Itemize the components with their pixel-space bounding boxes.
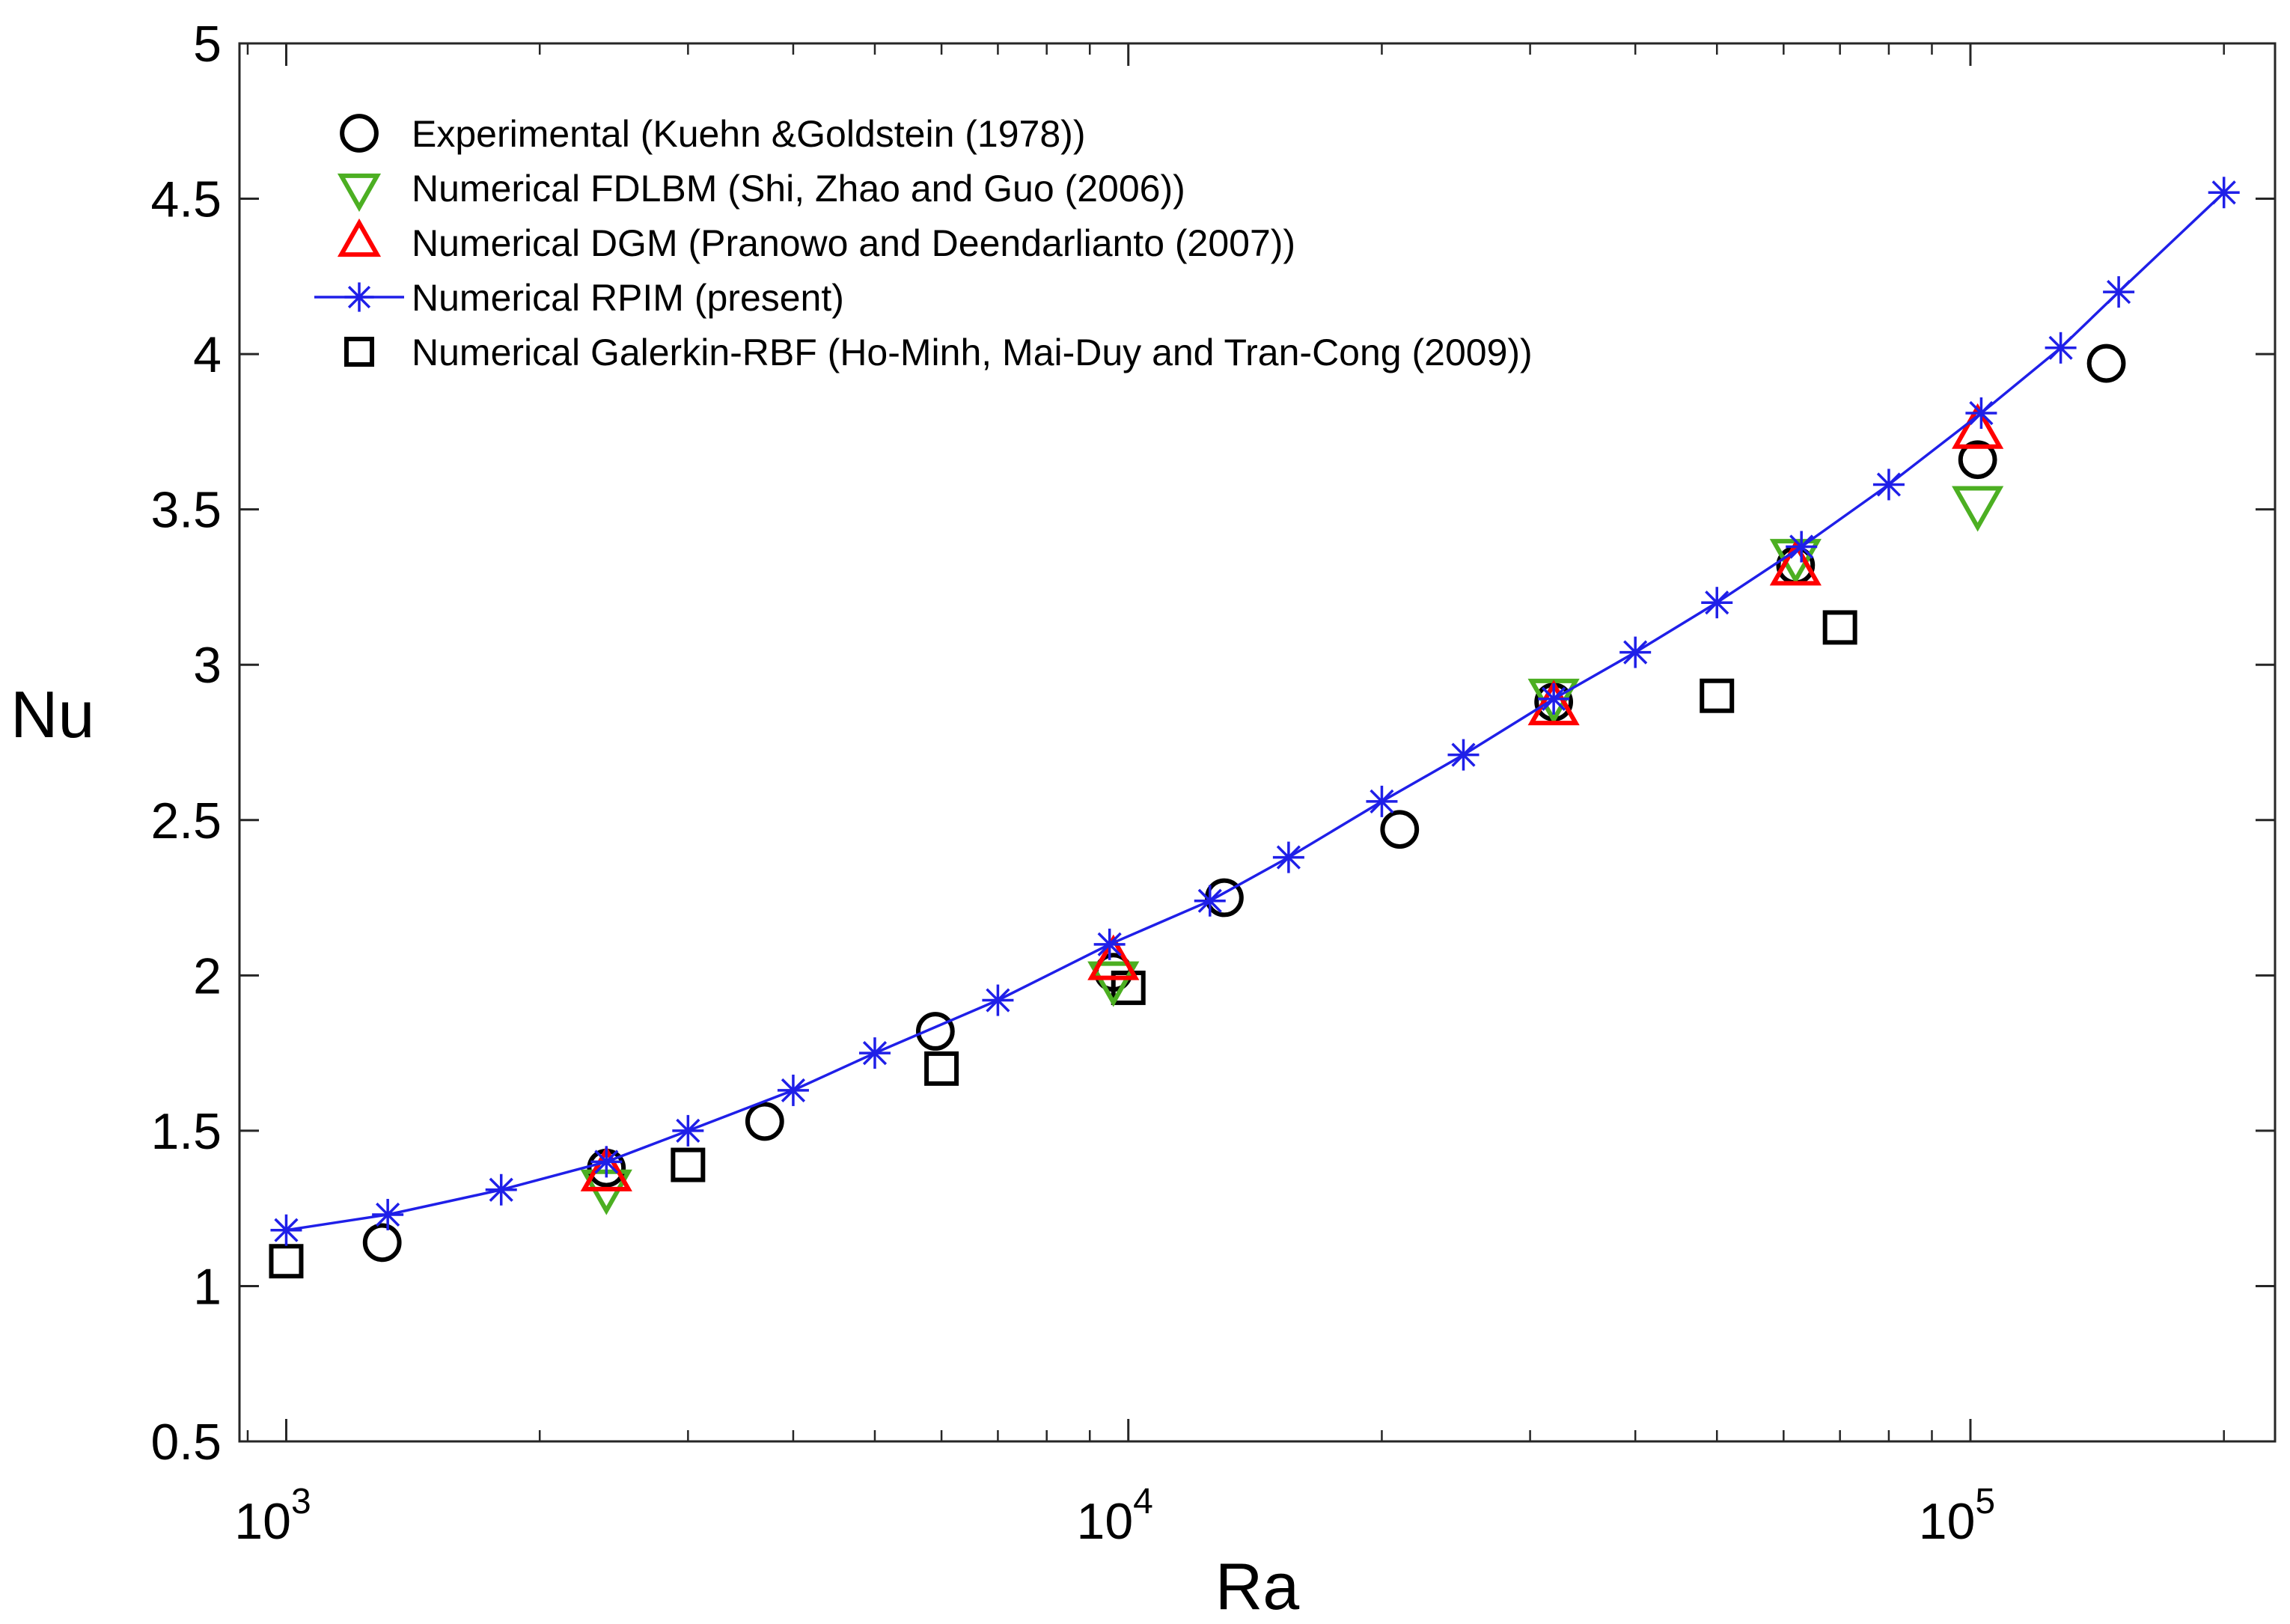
legend-marker-square — [344, 336, 375, 367]
y-tick-label: 4 — [193, 326, 222, 383]
data-point-asterisk — [2045, 332, 2077, 364]
legend-label: Numerical DGM (Pranowo and Deendarlianto… — [412, 222, 1295, 264]
legend-item: Numerical DGM (Pranowo and Deendarlianto… — [337, 218, 1295, 264]
y-tick-label: 4.5 — [150, 171, 222, 228]
data-point-circle — [745, 1102, 784, 1141]
data-point-asterisk — [1786, 531, 1818, 563]
data-point-asterisk — [1447, 739, 1480, 771]
data-point-asterisk — [2208, 177, 2240, 209]
data-point-circle — [1958, 440, 1997, 480]
data-point-asterisk — [1538, 683, 1570, 715]
y-tick-label: 2 — [193, 947, 222, 1004]
x-tick-label: 104 — [1077, 1482, 1153, 1550]
data-point-triangle-up — [1769, 540, 1822, 586]
data-point-square — [1700, 678, 1735, 713]
legend-marker-asterisk — [344, 282, 374, 312]
x-tick-label: 103 — [234, 1482, 311, 1550]
y-tick-label: 1.5 — [150, 1103, 222, 1160]
data-point-asterisk — [1366, 785, 1398, 817]
data-point-asterisk — [982, 984, 1014, 1016]
data-point-square — [269, 1244, 304, 1279]
y-tick-label: 2.5 — [150, 793, 222, 849]
x-tick-exponent: 4 — [1133, 1482, 1153, 1521]
y-tick-label: 0.5 — [150, 1414, 222, 1471]
data-point-asterisk — [1872, 468, 1905, 501]
data-point-circle — [1380, 810, 1420, 849]
x-tick-base: 10 — [1919, 1493, 1976, 1550]
data-point-triangle-down — [1952, 486, 2004, 532]
plot-frame — [238, 42, 2277, 1443]
legend-label: Numerical RPIM (present) — [412, 277, 844, 319]
legend-marker-triangle-down — [337, 173, 382, 213]
data-point-triangle-up — [1952, 403, 2004, 449]
x-tick-exponent: 3 — [291, 1482, 311, 1521]
data-point-asterisk — [1093, 928, 1126, 960]
data-point-asterisk — [270, 1214, 302, 1246]
data-point-asterisk — [777, 1074, 809, 1106]
legend-label: Numerical Galerkin-RBF (Ho-Minh, Mai-Duy… — [412, 332, 1533, 373]
data-point-asterisk — [2103, 276, 2135, 308]
data-point-square — [671, 1147, 706, 1182]
data-point-asterisk — [590, 1146, 623, 1178]
x-axis-title: Ra — [1215, 1549, 1300, 1623]
data-point-asterisk — [1619, 636, 1652, 668]
data-point-square — [1822, 610, 1857, 645]
data-point-asterisk — [1701, 587, 1733, 619]
legend-item: Numerical Galerkin-RBF (Ho-Minh, Mai-Duy… — [344, 332, 1533, 373]
data-point-asterisk — [1965, 397, 1997, 429]
data-point-triangle-up — [1087, 934, 1140, 980]
y-tick-label: 3 — [193, 637, 222, 694]
series-triangle-up — [580, 403, 2004, 1191]
data-point-triangle-up — [580, 1145, 632, 1191]
legend-label: Experimental (Kuehn &Goldstein (1978)) — [412, 113, 1085, 155]
data-point-asterisk — [485, 1173, 517, 1206]
legend-marker-circle — [340, 114, 379, 153]
x-tick-base: 10 — [234, 1493, 291, 1550]
data-point-triangle-up — [1527, 680, 1580, 726]
x-tick-label: 105 — [1919, 1482, 1995, 1550]
data-point-circle — [915, 1012, 955, 1051]
data-point-triangle-down — [1087, 961, 1140, 1007]
data-point-square — [924, 1051, 959, 1086]
x-tick-base: 10 — [1077, 1493, 1134, 1550]
legend-item: Experimental (Kuehn &Goldstein (1978)) — [340, 113, 1085, 155]
series-asterisk — [270, 177, 2240, 1246]
legend: Experimental (Kuehn &Goldstein (1978)) Nu… — [314, 113, 1533, 373]
legend-marker-triangle-up — [337, 218, 382, 257]
data-point-asterisk — [858, 1037, 891, 1069]
y-tick-label: 1 — [193, 1258, 222, 1315]
plot-area — [239, 43, 2275, 1441]
data-point-circle — [362, 1223, 402, 1263]
x-tick-exponent: 5 — [1975, 1482, 1995, 1521]
legend-label: Numerical FDLBM (Shi, Zhao and Guo (2006… — [412, 168, 1185, 210]
data-point-asterisk — [1272, 841, 1304, 873]
legend-item: Numerical FDLBM (Shi, Zhao and Guo (2006… — [337, 168, 1185, 213]
data-series — [269, 177, 2240, 1279]
legend-item: Numerical RPIM (present) — [314, 277, 844, 319]
data-point-circle — [2086, 344, 2126, 383]
series-line — [286, 192, 2225, 1232]
y-axis-title: Nu — [10, 677, 95, 751]
data-point-asterisk — [672, 1114, 704, 1147]
y-tick-label: 3.5 — [150, 482, 222, 539]
data-point-asterisk — [372, 1198, 404, 1230]
data-point-asterisk — [1194, 885, 1226, 917]
y-tick-label: 5 — [193, 16, 222, 73]
